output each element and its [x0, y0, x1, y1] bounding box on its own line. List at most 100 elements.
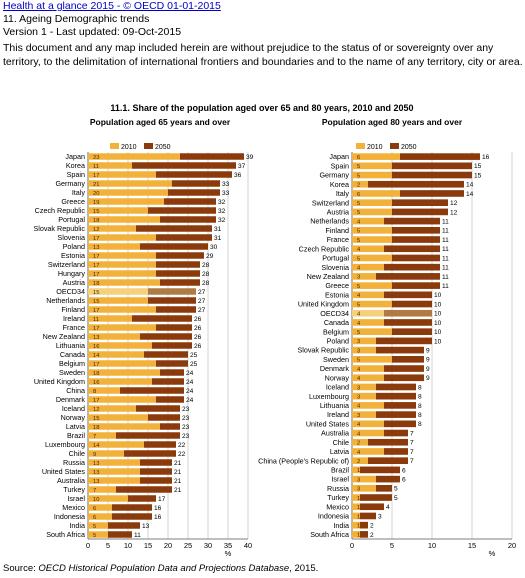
version-line: Version 1 - Last updated: 09-Oct-2015: [3, 26, 182, 38]
bar-2050: [108, 531, 132, 538]
legal-notice: This document and any map included herei…: [3, 42, 523, 68]
bar-2010: [352, 457, 368, 464]
bar-2010: [88, 297, 148, 304]
bar-2010: [352, 346, 376, 354]
data-label-2010: 13: [93, 479, 99, 485]
data-label-2050: 15: [474, 163, 482, 170]
data-label-2050: 4: [386, 504, 390, 511]
data-label-2050: 21: [174, 460, 182, 467]
bar-2050: [392, 328, 432, 335]
x-tick-label: 35: [224, 541, 232, 550]
data-label-2050: 21: [174, 469, 182, 476]
bar-2010: [352, 254, 392, 262]
bar-2010: [88, 513, 112, 520]
bar-2010: [352, 337, 376, 345]
data-label-2050: 27: [198, 289, 206, 296]
category-label: Poland: [63, 242, 85, 251]
data-label-2050: 24: [186, 370, 194, 377]
data-label-2010: 3: [357, 413, 360, 419]
bar-2010: [352, 485, 376, 492]
data-label-2010: 13: [93, 245, 99, 251]
data-label-2050: 32: [218, 217, 226, 224]
data-label-2010: 4: [357, 293, 361, 299]
category-label: Brazil: [331, 465, 349, 474]
bar-2050: [368, 180, 464, 188]
bar-2050: [376, 475, 400, 483]
data-label-2050: 25: [190, 352, 198, 359]
data-label-2050: 9: [426, 375, 430, 382]
bar-2010: [88, 153, 180, 160]
data-label-2050: 39: [246, 154, 254, 161]
bar-2010: [352, 356, 392, 363]
data-label-2010: 12: [93, 227, 99, 233]
data-label-2050: 10: [434, 338, 442, 345]
bar-2050: [368, 438, 408, 446]
panel-title: Population aged 65 years and over: [90, 117, 231, 127]
data-label-2050: 24: [186, 397, 194, 404]
bar-2010: [352, 245, 384, 253]
category-label: Denmark: [320, 364, 350, 373]
data-label-2050: 21: [174, 487, 182, 494]
bar-2050: [148, 288, 196, 295]
category-label: Denmark: [56, 395, 86, 404]
bar-2010: [88, 495, 128, 502]
data-label-2050: 10: [434, 311, 442, 318]
bar-2050: [384, 245, 440, 253]
bar-2010: [352, 227, 392, 234]
bar-2010: [88, 486, 116, 493]
legend-label-2050: 2050: [155, 144, 171, 151]
bar-2010: [88, 378, 152, 385]
data-label-2010: 9: [93, 452, 96, 458]
data-label-2010: 3: [357, 477, 360, 483]
category-label: South Africa: [310, 530, 349, 539]
data-label-2050: 6: [402, 467, 406, 474]
data-label-2010: 4: [357, 376, 361, 382]
category-label: United States: [42, 467, 86, 476]
data-label-2010: 5: [357, 358, 360, 364]
bar-2050: [112, 504, 152, 511]
data-label-2010: 4: [357, 265, 361, 271]
data-label-2010: 5: [357, 201, 360, 207]
bar-2010: [88, 432, 116, 439]
bar-2050: [144, 441, 176, 448]
data-label-2050: 23: [182, 406, 190, 413]
bar-2010: [88, 243, 140, 250]
data-label-2050: 23: [182, 415, 190, 422]
bar-2010: [88, 288, 148, 295]
data-label-2050: 8: [418, 421, 422, 428]
data-label-2050: 2: [370, 532, 374, 539]
data-label-2050: 2: [370, 523, 374, 530]
data-label-2050: 10: [434, 292, 442, 299]
data-label-2010: 5: [357, 256, 360, 262]
data-label-2010: 18: [93, 281, 99, 287]
bar-2050: [384, 365, 424, 372]
bar-2010: [352, 494, 360, 501]
category-label: Hungary: [58, 269, 86, 278]
data-label-2010: 16: [93, 344, 99, 350]
bar-2010: [352, 503, 360, 511]
publication-link[interactable]: Health at a glance 2015 - © OECD 01-01-2…: [3, 0, 221, 12]
data-label-2010: 1: [357, 468, 360, 474]
category-label: Latvia: [330, 447, 349, 456]
bar-2010: [88, 279, 160, 286]
bar-2050: [392, 254, 440, 262]
category-label: Russia: [63, 458, 85, 467]
category-label: Australia: [57, 476, 85, 485]
data-label-2050: 12: [450, 200, 458, 207]
source-database: OECD Historical Population Data and Proj…: [38, 563, 290, 574]
category-label: United Kingdom: [34, 377, 85, 386]
category-label: India: [333, 521, 349, 530]
bar-2010: [352, 273, 376, 280]
bar-2010: [88, 252, 156, 259]
category-label: Spain: [67, 170, 85, 179]
bar-2010: [88, 162, 132, 169]
data-label-2050: 27: [198, 307, 206, 314]
bar-2050: [120, 387, 184, 394]
bar-2010: [352, 190, 400, 197]
x-tick-label: 10: [124, 541, 132, 550]
data-label-2010: 5: [93, 533, 96, 539]
data-label-2010: 18: [93, 425, 99, 431]
data-label-2010: 4: [357, 431, 361, 437]
